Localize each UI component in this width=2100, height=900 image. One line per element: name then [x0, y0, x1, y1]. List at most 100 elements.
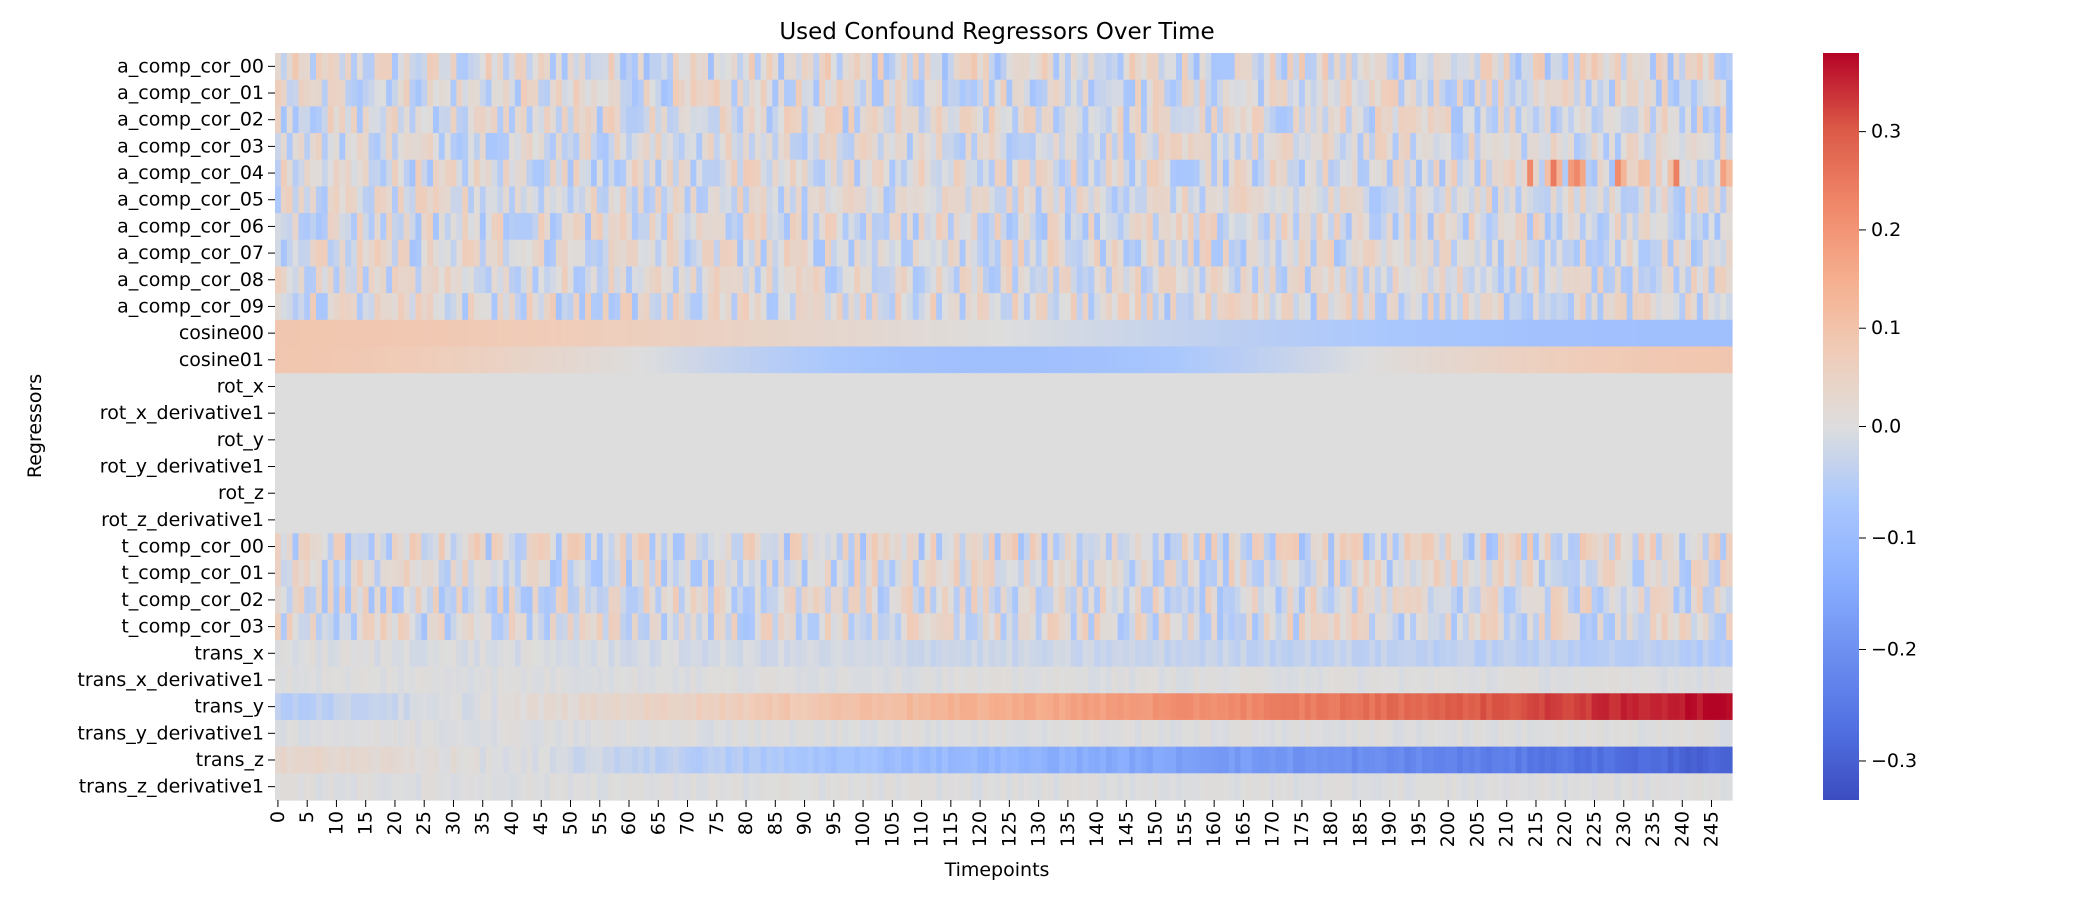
heatmap-cell: [1023, 159, 1031, 187]
heatmap-cell: [842, 533, 850, 561]
heatmap-cell: [1363, 346, 1370, 374]
heatmap-cell: [1626, 213, 1634, 241]
heatmap-cell: [1579, 346, 1587, 374]
heatmap-cell: [1720, 239, 1727, 268]
heatmap-cell: [1082, 453, 1089, 481]
heatmap-cell: [509, 239, 516, 268]
heatmap-cell: [526, 239, 534, 268]
heatmap-cell: [1456, 106, 1464, 134]
heatmap-cell: [684, 213, 692, 241]
heatmap-cell: [368, 399, 376, 428]
heatmap-cell: [427, 506, 434, 534]
heatmap-cell: [403, 399, 411, 428]
heatmap-cell: [1275, 239, 1283, 268]
heatmap-cell: [737, 373, 744, 401]
heatmap-cell: [567, 239, 575, 268]
heatmap-cell: [1047, 213, 1054, 241]
heatmap-cell: [1650, 106, 1657, 134]
heatmap-cell: [1047, 106, 1054, 134]
heatmap-cell: [1129, 319, 1136, 348]
heatmap-cell: [971, 293, 978, 321]
heatmap-cell: [1404, 533, 1411, 561]
heatmap-cell: [485, 266, 493, 294]
heatmap-cell: [766, 213, 773, 241]
heatmap-cell: [830, 133, 838, 161]
heatmap-cell: [1574, 533, 1581, 561]
heatmap-cell: [1474, 106, 1481, 134]
heatmap-cell: [327, 79, 335, 107]
heatmap-cell: [1187, 506, 1195, 534]
heatmap-cell: [1404, 373, 1411, 401]
heatmap-cell: [1100, 239, 1107, 268]
heatmap-cell: [1275, 453, 1283, 481]
heatmap-cell: [1334, 319, 1341, 348]
heatmap-cell: [1281, 266, 1288, 294]
heatmap-cell: [362, 213, 370, 241]
heatmap-cell: [392, 53, 399, 81]
heatmap-cell: [994, 266, 1002, 294]
heatmap-cell: [614, 293, 621, 321]
heatmap-cell: [1451, 346, 1458, 374]
heatmap-cell: [1281, 559, 1288, 588]
heatmap-cell: [292, 319, 299, 348]
heatmap-cell: [1503, 559, 1511, 588]
heatmap-cell: [1293, 79, 1300, 107]
heatmap-cell: [573, 373, 580, 401]
heatmap-cell: [1661, 106, 1669, 134]
heatmap-cell: [509, 266, 516, 294]
heatmap-cell: [784, 399, 791, 428]
heatmap-cell: [444, 479, 452, 508]
heatmap-cell: [1404, 106, 1411, 134]
heatmap-cell: [620, 426, 627, 454]
heatmap-cell: [596, 559, 604, 588]
heatmap-cell: [415, 559, 422, 588]
heatmap-cell: [421, 533, 428, 561]
heatmap-cell: [1234, 453, 1242, 481]
heatmap-cell: [789, 373, 797, 401]
heatmap-cell: [748, 53, 756, 81]
heatmap-cell: [386, 453, 393, 481]
heatmap-cell: [1392, 453, 1400, 481]
heatmap-cell: [1252, 106, 1259, 134]
heatmap-cell: [1708, 453, 1716, 481]
heatmap-cell: [479, 399, 487, 428]
heatmap-cell: [1100, 186, 1107, 214]
heatmap-cell: [1456, 133, 1464, 161]
heatmap-cell: [813, 159, 820, 187]
heatmap-cell: [590, 186, 598, 214]
heatmap-cell: [1404, 453, 1411, 481]
heatmap-cell: [1398, 53, 1405, 81]
heatmap-cell: [1258, 426, 1265, 454]
heatmap-cell: [432, 266, 440, 294]
heatmap-cell: [444, 533, 452, 561]
heatmap-cell: [965, 159, 972, 187]
heatmap-cell: [895, 533, 902, 561]
heatmap-cell: [1568, 559, 1575, 588]
heatmap-cell: [719, 159, 727, 187]
heatmap-cell: [1679, 533, 1686, 561]
heatmap-cell: [403, 426, 411, 454]
heatmap-cell: [1585, 559, 1593, 588]
heatmap-cell: [450, 106, 457, 134]
heatmap-cell: [462, 506, 469, 534]
heatmap-cell: [1655, 106, 1663, 134]
heatmap-cell: [1521, 186, 1528, 214]
heatmap-cell: [748, 319, 756, 348]
heatmap-cell: [795, 239, 803, 268]
heatmap-cell: [532, 266, 539, 294]
heatmap-cell: [906, 346, 914, 374]
heatmap-cell: [1269, 453, 1277, 481]
heatmap-cell: [1117, 319, 1125, 348]
heatmap-cell: [386, 533, 393, 561]
heatmap-cell: [871, 426, 879, 454]
heatmap-cell: [1252, 346, 1259, 374]
heatmap-cell: [942, 293, 949, 321]
heatmap-cell: [1328, 239, 1335, 268]
heatmap-cell: [1521, 319, 1528, 348]
heatmap-cell: [731, 453, 738, 481]
heatmap-cell: [1556, 293, 1563, 321]
heatmap-cell: [1105, 53, 1113, 81]
heatmap-cell: [1527, 479, 1534, 508]
heatmap-cell: [1363, 239, 1370, 268]
heatmap-cell: [842, 133, 850, 161]
